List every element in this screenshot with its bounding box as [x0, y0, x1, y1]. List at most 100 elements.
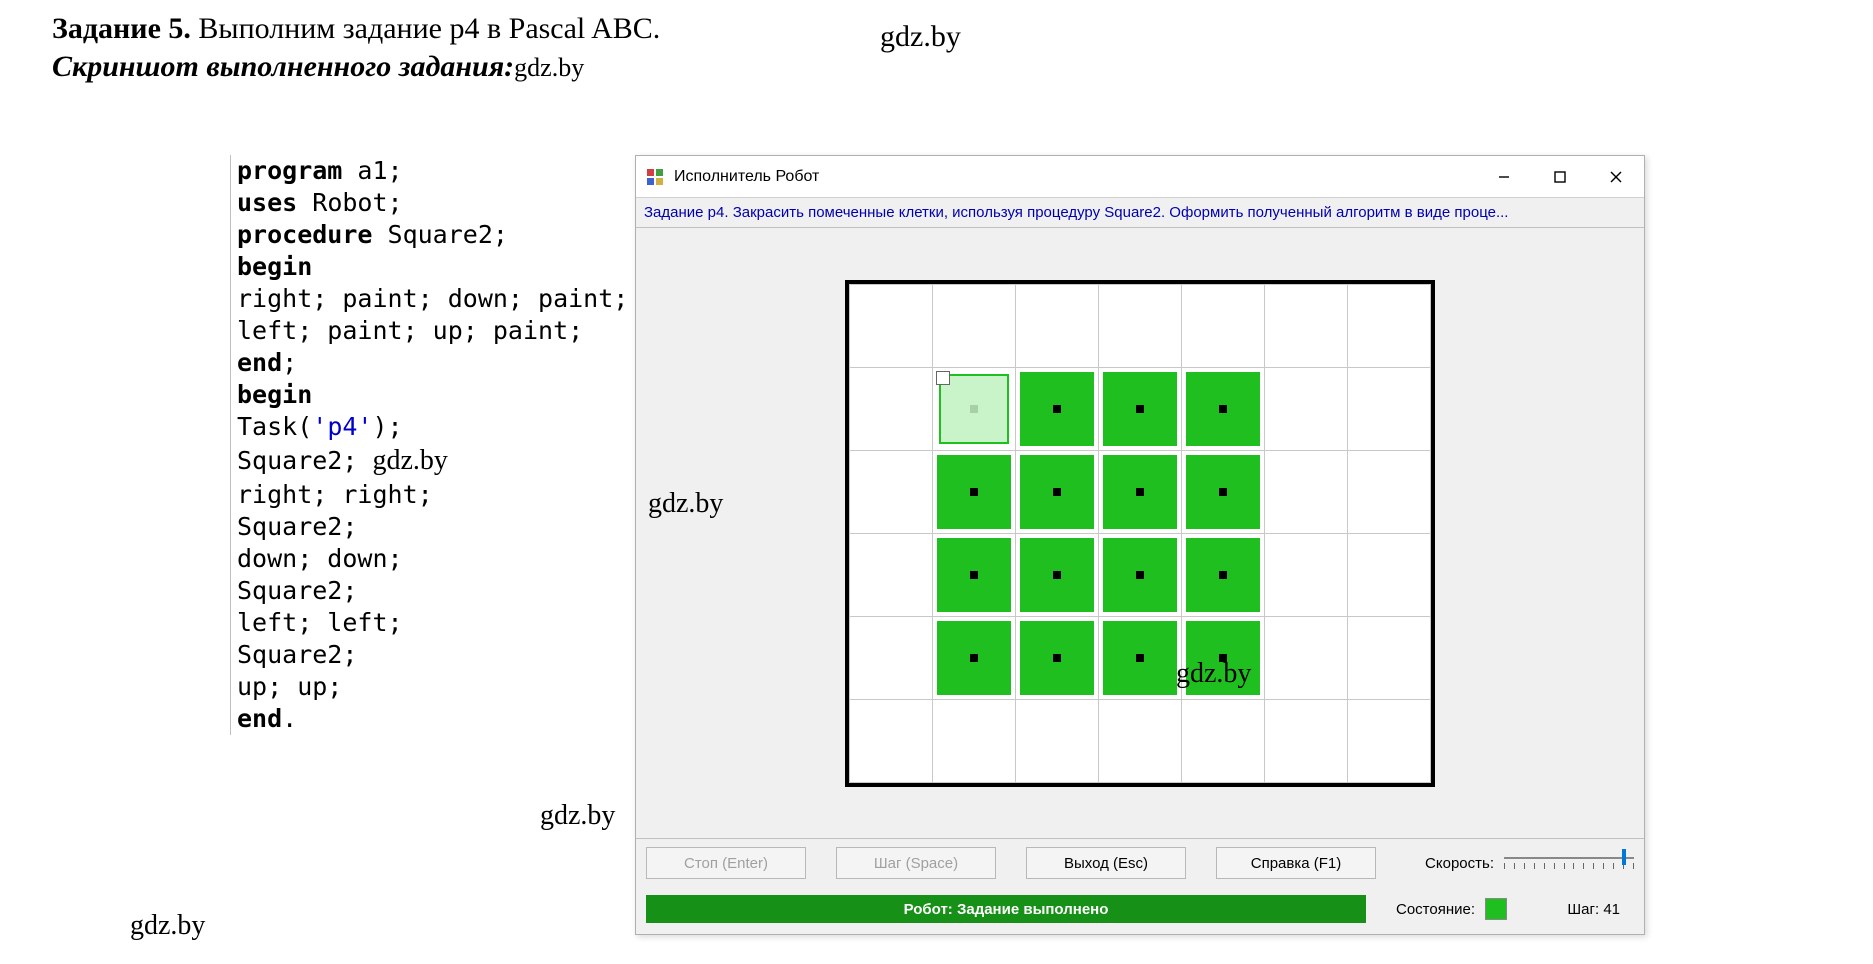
grid-cell — [1099, 450, 1182, 533]
grid-cell — [1099, 367, 1182, 450]
app-icon — [646, 168, 664, 186]
code-line: Square2; — [237, 639, 628, 671]
grid-cell — [1182, 367, 1265, 450]
grid-cell — [933, 367, 1016, 450]
minimize-button[interactable] — [1476, 156, 1532, 198]
grid-cell — [850, 284, 933, 367]
grid-cell — [1348, 367, 1431, 450]
target-dot — [1053, 405, 1061, 413]
grid-cell — [1099, 699, 1182, 782]
target-dot — [970, 488, 978, 496]
code-line: right; right; — [237, 479, 628, 511]
speed-block: Скорость: — [1425, 851, 1634, 875]
target-dot — [1219, 405, 1227, 413]
grid-cell — [1182, 533, 1265, 616]
grid-cell — [850, 533, 933, 616]
code-line: left; left; — [237, 607, 628, 639]
target-dot — [1136, 405, 1144, 413]
titlebar: Исполнитель Робот — [636, 156, 1644, 198]
watermark-before-buttons: gdz.by — [540, 800, 615, 832]
grid-cell — [933, 450, 1016, 533]
speed-slider[interactable] — [1504, 851, 1634, 875]
target-dot — [1053, 488, 1061, 496]
step-button[interactable]: Шаг (Space) — [836, 847, 996, 879]
exit-button[interactable]: Выход (Esc) — [1026, 847, 1186, 879]
maximize-button[interactable] — [1532, 156, 1588, 198]
grid-cell — [1182, 450, 1265, 533]
step-label: Шаг: — [1567, 901, 1599, 918]
grid-cell — [1348, 533, 1431, 616]
grid-cell — [1099, 284, 1182, 367]
target-dot — [1136, 654, 1144, 662]
grid-cell — [1265, 616, 1348, 699]
step-block: Шаг: 41 — [1567, 901, 1634, 918]
grid-cell — [1099, 533, 1182, 616]
close-button[interactable] — [1588, 156, 1644, 198]
task-rest: Выполним задание p4 в Pascal ABC. — [191, 12, 660, 45]
window-title: Исполнитель Робот — [674, 168, 1476, 186]
canvas-area: gdz.by gdz.by — [636, 228, 1644, 838]
status-row: Робот: Задание выполнено Состояние: Шаг:… — [636, 887, 1644, 931]
target-dot — [1136, 488, 1144, 496]
grid-frame — [845, 280, 1435, 787]
bottom-bar: Стоп (Enter) Шаг (Space) Выход (Esc) Спр… — [636, 838, 1644, 934]
step-value: 41 — [1603, 901, 1620, 918]
grid-cell — [933, 533, 1016, 616]
target-dot — [1136, 571, 1144, 579]
stop-button[interactable]: Стоп (Enter) — [646, 847, 806, 879]
code-line: Square2; gdz.by — [237, 443, 628, 479]
grid-cell — [1265, 533, 1348, 616]
code-line: right; paint; down; paint; — [237, 283, 628, 315]
watermark-subtitle: gdz.by — [514, 53, 584, 82]
grid-cell — [1016, 450, 1099, 533]
grid-cell — [1016, 616, 1099, 699]
grid-cell — [1265, 367, 1348, 450]
code-line: left; paint; up; paint; — [237, 315, 628, 347]
window-controls — [1476, 156, 1644, 198]
task-description: Задание p4. Закрасить помеченные клетки,… — [636, 198, 1644, 228]
grid-cell — [1348, 450, 1431, 533]
grid — [849, 284, 1431, 783]
target-dot — [970, 654, 978, 662]
state-block: Состояние: — [1396, 898, 1507, 920]
status-bar: Робот: Задание выполнено — [646, 895, 1366, 923]
robot-icon — [939, 374, 1009, 444]
grid-cell — [1099, 616, 1182, 699]
target-dot — [1053, 654, 1061, 662]
grid-cell — [933, 284, 1016, 367]
code-line: down; down; — [237, 543, 628, 575]
grid-cell — [1016, 367, 1099, 450]
watermark-canvas-left: gdz.by — [648, 488, 723, 520]
grid-cell — [1265, 284, 1348, 367]
watermark-canvas-inside: gdz.by — [1176, 658, 1251, 690]
code-line: Task('p4'); — [237, 411, 628, 443]
code-line: begin — [237, 251, 628, 283]
grid-cell — [850, 450, 933, 533]
grid-cell — [1348, 284, 1431, 367]
grid-cell — [1348, 699, 1431, 782]
code-line: Square2; — [237, 511, 628, 543]
code-line: up; up; — [237, 671, 628, 703]
code-line: begin — [237, 379, 628, 411]
grid-cell — [1182, 284, 1265, 367]
grid-cell — [1182, 699, 1265, 782]
state-label: Состояние: — [1396, 901, 1475, 918]
help-button[interactable]: Справка (F1) — [1216, 847, 1376, 879]
watermark-code: gdz.by — [372, 445, 447, 476]
grid-cell — [1016, 533, 1099, 616]
grid-cell — [1265, 699, 1348, 782]
code-line: procedure Square2; — [237, 219, 628, 251]
code-line: end; — [237, 347, 628, 379]
task-number: Задание 5. — [52, 12, 191, 45]
speed-label: Скорость: — [1425, 855, 1494, 872]
target-dot — [1219, 488, 1227, 496]
grid-cell — [850, 616, 933, 699]
grid-cell — [933, 616, 1016, 699]
robot-window: Исполнитель Робот Задание p4. Закрасить … — [635, 155, 1645, 935]
code-block: program a1;uses Robot;procedure Square2;… — [230, 155, 628, 735]
grid-cell — [1265, 450, 1348, 533]
code-line: end. — [237, 703, 628, 735]
grid-cell — [850, 367, 933, 450]
button-row: Стоп (Enter) Шаг (Space) Выход (Esc) Спр… — [636, 839, 1644, 887]
code-line: uses Robot; — [237, 187, 628, 219]
